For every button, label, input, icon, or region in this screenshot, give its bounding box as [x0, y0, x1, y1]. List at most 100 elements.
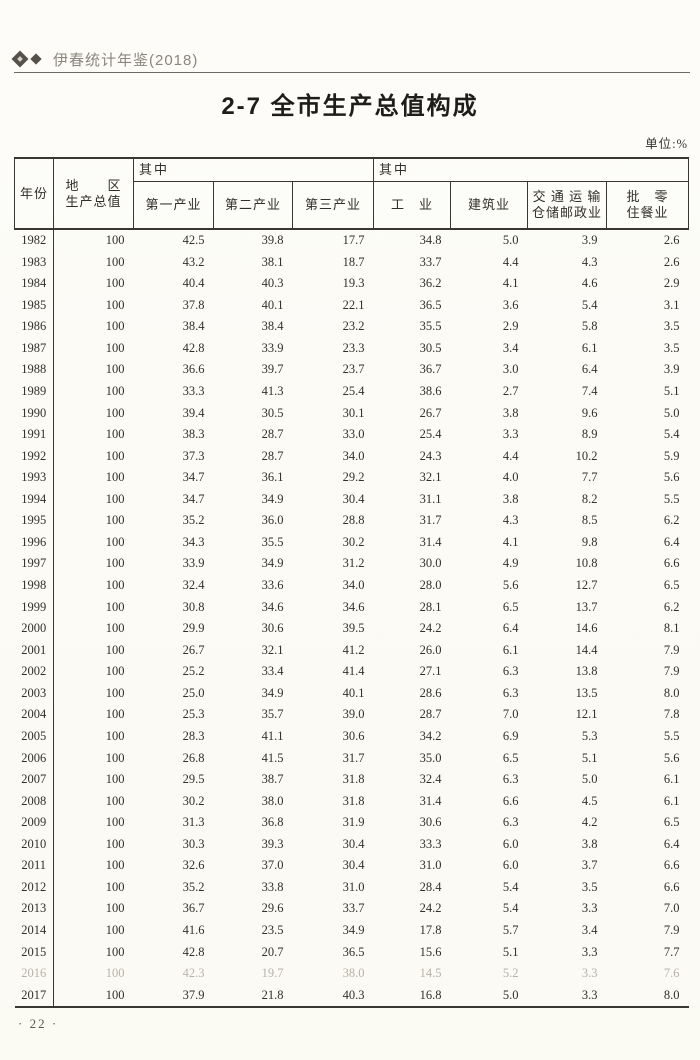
- value-cell: 100: [105, 642, 125, 657]
- value-cell: 100: [105, 836, 125, 851]
- year-cell: 2017: [14, 984, 54, 1008]
- value-cell: 4.1: [502, 534, 519, 549]
- table-row: 2010 100 30.3 39.3 30.4 33.3 6.0 3.8 6.4: [14, 833, 689, 856]
- year-cell: 2013: [14, 898, 54, 920]
- table-row: 1999 100 30.8 34.6 34.6 28.1 6.5 13.7 6.2: [14, 596, 689, 619]
- value-cell: 28.7: [261, 427, 284, 442]
- value-cell: 42.3: [182, 966, 205, 981]
- value-cell: 36.0: [261, 513, 284, 528]
- value-cell: 100: [105, 491, 125, 506]
- value-cell: 25.4: [419, 427, 442, 442]
- col-header-year: 年份: [14, 157, 54, 230]
- value-cell: 24.3: [419, 448, 442, 463]
- value-cell: 29.5: [182, 772, 205, 787]
- value-cell: 28.8: [342, 513, 365, 528]
- value-cell: 7.9: [663, 923, 680, 937]
- table-row: 2004 100 25.3 35.7 39.0 28.7 7.0 12.1 7.8: [14, 704, 689, 726]
- year-cell: 1991: [14, 424, 54, 446]
- value-cell: 6.9: [502, 728, 519, 743]
- value-cell: 31.0: [342, 879, 365, 894]
- value-cell: 34.0: [342, 448, 365, 463]
- value-cell: 4.3: [502, 513, 519, 528]
- value-cell: 28.3: [182, 728, 205, 743]
- year-cell: 2007: [14, 769, 54, 791]
- value-cell: 30.0: [419, 556, 442, 571]
- value-cell: 33.3: [419, 836, 442, 851]
- value-cell: 38.4: [261, 319, 284, 334]
- value-cell: 30.5: [419, 340, 442, 355]
- year-cell: 2000: [14, 618, 54, 640]
- value-cell: 38.6: [419, 383, 442, 398]
- value-cell: 18.7: [342, 254, 365, 269]
- value-cell: 2.9: [502, 319, 519, 334]
- value-cell: 32.4: [182, 578, 205, 592]
- col-header-tertiary-industry: 第三产业: [291, 180, 375, 230]
- value-cell: 35.5: [419, 319, 442, 334]
- value-cell: 25.0: [182, 685, 205, 700]
- col-header-construction: 建筑业: [450, 180, 529, 230]
- value-cell: 100: [105, 793, 125, 808]
- table-row: 2015 100 42.8 20.7 36.5 15.6 5.1 3.3 7.7: [14, 941, 689, 964]
- value-cell: 3.9: [581, 233, 598, 247]
- table-row: 1992 100 37.3 28.7 34.0 24.3 4.4 10.2 5.9: [14, 445, 689, 468]
- value-cell: 3.5: [663, 319, 680, 334]
- value-cell: 6.6: [663, 879, 680, 894]
- value-cell: 100: [105, 815, 125, 830]
- table-row: 1984 100 40.4 40.3 19.3 36.2 4.1 4.6 2.9: [14, 273, 689, 295]
- value-cell: 33.4: [261, 664, 284, 679]
- value-cell: 6.5: [663, 815, 680, 830]
- value-cell: 2.7: [502, 383, 519, 398]
- value-cell: 100: [105, 383, 125, 398]
- value-cell: 36.5: [419, 297, 442, 312]
- value-cell: 30.4: [342, 491, 365, 506]
- value-cell: 4.5: [581, 793, 598, 808]
- value-cell: 100: [105, 556, 125, 571]
- value-cell: 31.4: [419, 793, 442, 808]
- value-cell: 30.3: [182, 836, 205, 851]
- value-cell: 33.8: [261, 879, 284, 894]
- value-cell: 31.7: [342, 750, 365, 765]
- table-row: 2000 100 29.9 30.6 39.5 24.2 6.4 14.6 8.1: [14, 618, 689, 640]
- value-cell: 8.9: [581, 427, 598, 442]
- table-row: 1989 100 33.3 41.3 25.4 38.6 2.7 7.4 5.1: [14, 380, 689, 403]
- value-cell: 4.3: [581, 254, 598, 269]
- table-row: 1990 100 39.4 30.5 30.1 26.7 3.8 9.6 5.0: [14, 402, 689, 425]
- value-cell: 41.4: [342, 664, 365, 679]
- value-cell: 33.9: [182, 556, 205, 571]
- value-cell: 9.6: [581, 405, 598, 420]
- value-cell: 5.3: [581, 728, 598, 743]
- table-row: 2014 100 41.6 23.5 34.9 17.8 5.7 3.4 7.9: [14, 920, 689, 942]
- value-cell: 19.7: [261, 966, 284, 981]
- year-cell: 2009: [14, 812, 54, 834]
- col-header-primary-industry: 第一产业: [133, 180, 214, 230]
- value-cell: 3.3: [502, 427, 519, 442]
- value-cell: 23.5: [261, 923, 284, 937]
- value-cell: 3.8: [502, 491, 519, 506]
- value-cell: 6.0: [502, 836, 519, 851]
- col-header-industry: 工 业: [373, 180, 452, 230]
- value-cell: 5.0: [502, 987, 519, 1002]
- value-cell: 29.2: [342, 470, 365, 485]
- year-cell: 2012: [14, 876, 54, 899]
- value-cell: 29.6: [261, 901, 284, 916]
- value-cell: 34.6: [342, 599, 365, 614]
- value-cell: 6.6: [663, 858, 680, 873]
- value-cell: 6.4: [663, 534, 680, 549]
- value-cell: 6.1: [502, 642, 519, 657]
- year-cell: 2004: [14, 704, 54, 726]
- year-cell: 1998: [14, 575, 54, 597]
- group-header-of-which-1: 其中: [132, 157, 375, 182]
- value-cell: 100: [105, 599, 125, 614]
- value-cell: 100: [105, 901, 125, 916]
- value-cell: 30.2: [182, 793, 205, 808]
- page-number: · 22 ·: [18, 1016, 59, 1031]
- table-row: 2005 100 28.3 41.1 30.6 34.2 6.9 5.3 5.5: [14, 725, 689, 748]
- year-cell: 2003: [14, 682, 54, 705]
- value-cell: 40.3: [342, 987, 365, 1002]
- value-cell: 4.1: [502, 276, 519, 291]
- value-cell: 33.3: [182, 383, 205, 398]
- value-cell: 31.2: [342, 556, 365, 571]
- value-cell: 23.3: [342, 340, 365, 355]
- value-cell: 5.1: [663, 383, 680, 398]
- value-cell: 14.5: [419, 966, 442, 981]
